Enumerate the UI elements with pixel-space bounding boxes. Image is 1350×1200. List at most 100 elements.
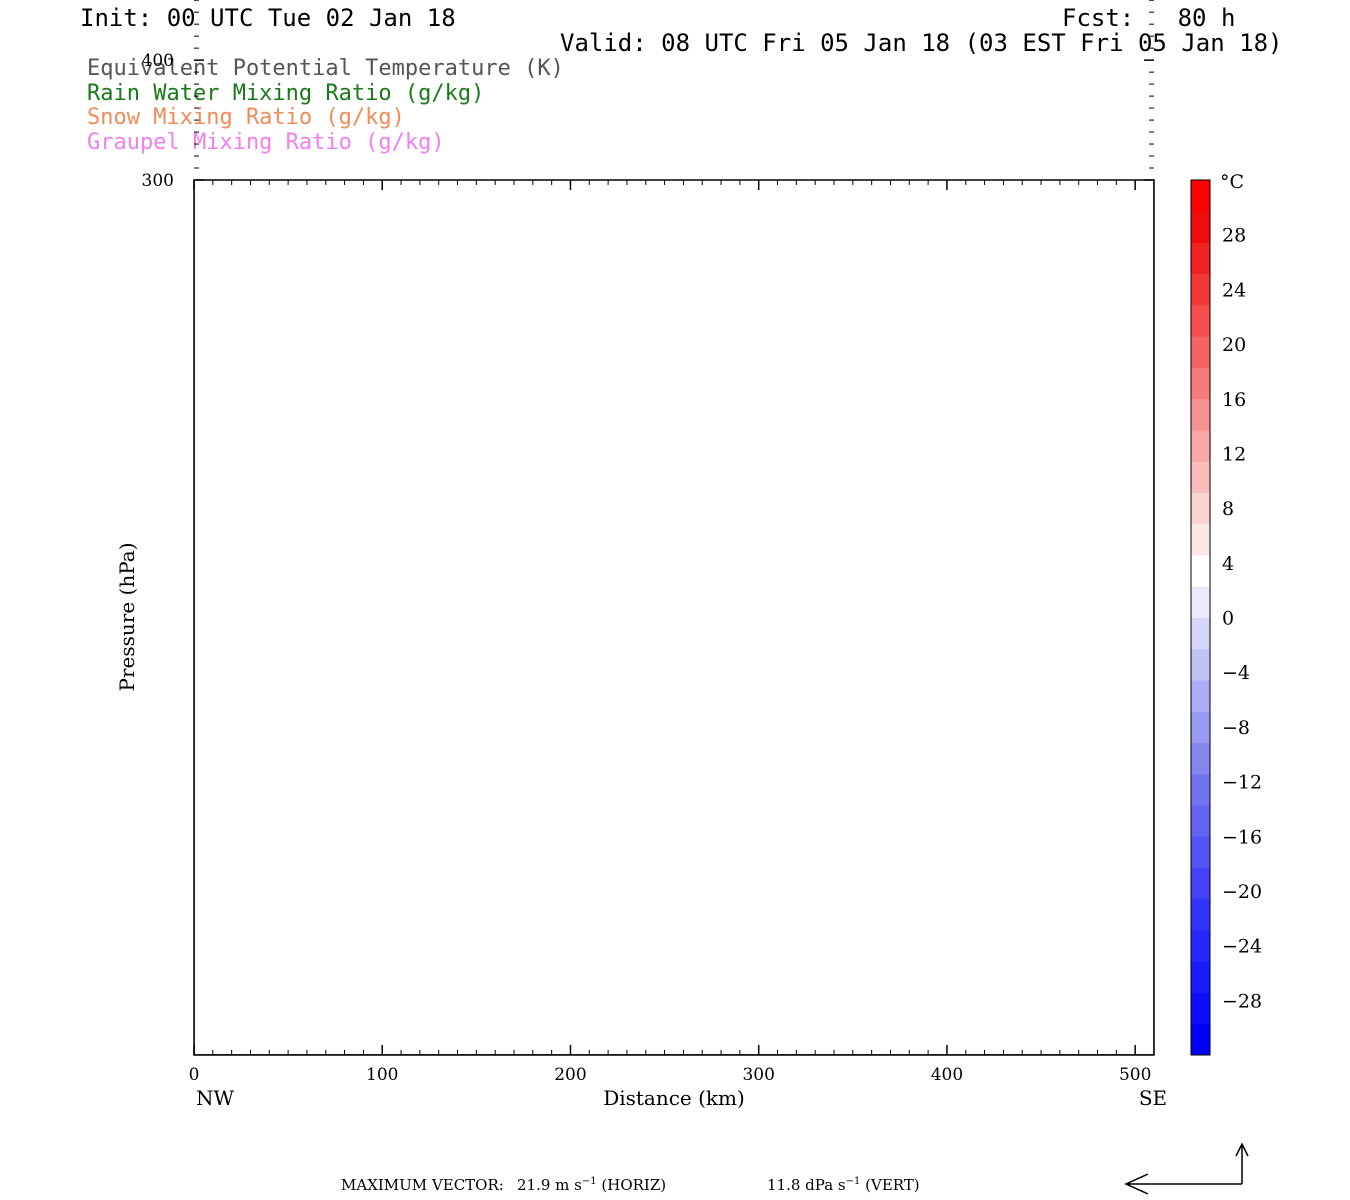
contour-label-box-304 (647, 31, 701, 59)
wind-vector (194, 140, 264, 150)
colorbar-band (1191, 992, 1210, 1025)
wind-vector (435, 62, 514, 72)
colorbar-tick-label: 20 (1222, 334, 1246, 356)
theta-e-contour-300 (194, 0, 1154, 4)
colorbar-band (1191, 430, 1210, 462)
colorbar-band (1191, 211, 1210, 243)
colorbar-band (1191, 617, 1210, 650)
x-tick-label: 500 (1119, 1065, 1151, 1085)
colorbar-tick-label: −4 (1222, 662, 1250, 684)
colorbar-band (1191, 836, 1210, 868)
x-axis-label: Distance (km) (603, 1086, 745, 1110)
x-end-label-right: SE (1139, 1086, 1167, 1110)
colorbar-band (1191, 805, 1210, 837)
field-label-theta-e: Equivalent Potential Temperature (K) (87, 56, 564, 81)
wind-vector (917, 120, 996, 130)
wind-vector (435, 0, 522, 1)
wind-vector (555, 64, 627, 74)
colorbar-band (1191, 242, 1210, 275)
theta-e-contour-308 (194, 87, 1154, 113)
colorbar-band (1191, 648, 1210, 681)
horiz-max-vector: 21.9 m s−1 (HORIZ) (517, 1176, 667, 1194)
y-tick-label: 300 (142, 171, 174, 191)
colorbar-band (1191, 180, 1210, 212)
colorbar-band (1191, 367, 1210, 400)
temperature-colorbar: 28 24 20 16 12 8 4 0 −4 −8 −12 −16 −20 −24 −28 (1190, 179, 1262, 1056)
colorbar-tick-label: 0 (1222, 608, 1234, 630)
colorbar-tick-label: −28 (1222, 990, 1262, 1012)
colorbar-tick-label: −8 (1222, 717, 1250, 739)
max-vector-label: MAXIMUM VECTOR: (341, 1176, 504, 1194)
colorbar-band (1191, 680, 1210, 712)
theta-e-contour-upper-14 (194, 149, 1154, 157)
colorbar-tick-label: 16 (1222, 389, 1246, 411)
colorbar-band (1191, 555, 1210, 587)
vert-max-vector: 11.8 dPa s−1 (VERT) (767, 1176, 920, 1194)
colorbar-tick-label: 24 (1222, 279, 1246, 301)
colorbar-band (1191, 586, 1210, 618)
y-tick-label: 400 (142, 51, 174, 71)
x-tick-label: 400 (931, 1065, 963, 1085)
colorbar-tick-label: −24 (1222, 936, 1262, 958)
contour-label-308: 308 (1095, 80, 1137, 105)
contour-label-300: 300 (653, 0, 695, 14)
colorbar-frame (1190, 179, 1211, 1056)
wind-vector (796, 120, 871, 130)
field-label-rain: Rain Water Mixing Ratio (g/kg) (87, 81, 485, 106)
colorbar-band (1191, 898, 1210, 931)
wind-vector (314, 141, 389, 151)
colorbar-band (1191, 961, 1210, 993)
colorbar-band (1191, 711, 1210, 743)
wind-vector (676, 60, 748, 70)
x-tick-label: 300 (742, 1065, 774, 1085)
wind-vector (194, 14, 264, 24)
colorbar-band (1191, 336, 1210, 368)
colorbar-band (1191, 773, 1210, 806)
wind-vector (1037, 120, 1120, 130)
colorbar-tick-label: 8 (1222, 498, 1234, 520)
colorbar-band (1191, 305, 1210, 337)
x-end-label-left: NW (196, 1086, 235, 1110)
colorbar-unit: °C (1220, 171, 1244, 193)
init-time: Init: 00 UTC Tue 02 Jan 18 (80, 4, 456, 32)
colorbar-band (1191, 273, 1210, 306)
colorbar-tick-label: 12 (1222, 443, 1246, 465)
theta-e-contour-upper-15 (194, 172, 1154, 174)
field-label-graupel: Graupel Mixing Ratio (g/kg) (87, 130, 445, 155)
contour-label-304: 304 (653, 34, 695, 59)
colorbar-tick-label: −20 (1222, 881, 1262, 903)
x-tick-label: 200 (554, 1065, 586, 1085)
wind-vector (314, 79, 389, 89)
wind-vector (917, 57, 996, 67)
wind-vector (555, 126, 627, 137)
theta-e-contour-304 (194, 0, 1154, 48)
x-tick-label: 100 (366, 1065, 398, 1085)
x-tick-label: 0 (189, 1065, 200, 1085)
colorbar-tick-label: −16 (1222, 826, 1262, 848)
colorbar-band (1191, 523, 1210, 556)
contour-label-box-300 (647, 0, 701, 14)
colorbar-band (1191, 742, 1210, 775)
colorbar-band (1191, 461, 1210, 493)
theta-e-contour-upper-13 (194, 121, 1154, 131)
colorbar-tick-label: 4 (1222, 553, 1234, 575)
wind-vector (314, 13, 386, 23)
colorbar-tick-label: −12 (1222, 772, 1262, 794)
colorbar-band (1191, 1023, 1210, 1056)
wind-vector (676, 120, 748, 130)
plot-frame (193, 179, 1155, 1056)
contour-label-box-308 (1089, 77, 1143, 105)
forecast-hour: Fcst: 80 h (1062, 4, 1236, 32)
colorbar-band (1191, 398, 1210, 431)
reference-vector-icon (1124, 1142, 1249, 1195)
colorbar-band (1191, 867, 1210, 900)
valid-time: Valid: 08 UTC Fri 05 Jan 18 (03 EST Fri … (560, 29, 1283, 57)
colorbar-tick-label: 28 (1222, 225, 1246, 247)
field-label-snow: Snow Mixing Ratio (g/kg) (87, 105, 405, 130)
wind-vector (435, 137, 510, 147)
colorbar-band (1191, 492, 1210, 525)
terrain-surface (194, 180, 1154, 1055)
y-axis-label: Pressure (hPa) (115, 543, 139, 692)
wind-vector (1037, 57, 1120, 67)
